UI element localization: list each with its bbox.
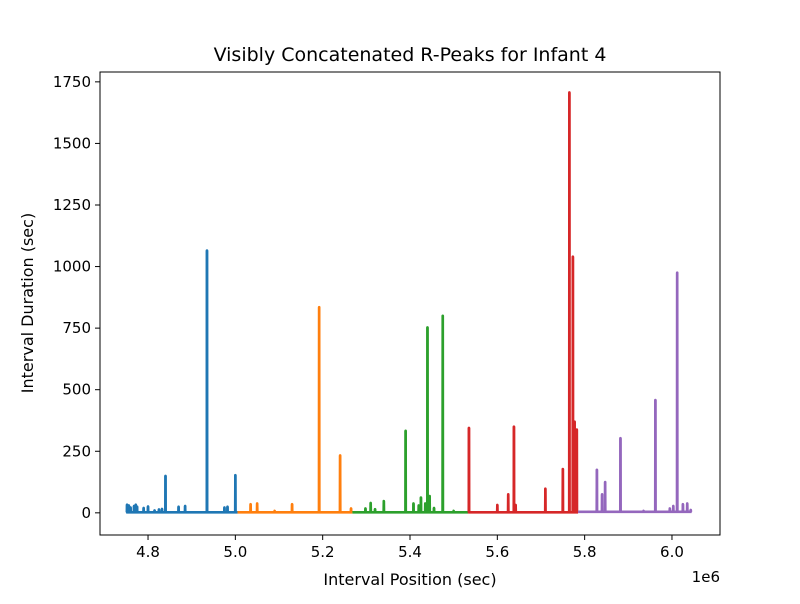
y-tick-label: 0 — [81, 504, 91, 522]
x-tick-label: 5.6 — [485, 543, 509, 561]
series-3-line — [352, 314, 469, 514]
series-4 — [467, 91, 579, 514]
x-axis-ticks: 4.8 5.0 5.2 5.4 5.6 5.8 6.0 — [136, 535, 684, 561]
y-tick-label: 750 — [62, 319, 91, 337]
x-tick-label: 5.8 — [573, 543, 597, 561]
x-tick-label: 4.8 — [136, 543, 160, 561]
series-2-line — [237, 305, 353, 514]
series-4-line — [467, 91, 579, 514]
series-1-line — [125, 249, 238, 514]
x-axis-label: Interval Position (sec) — [323, 570, 496, 589]
x-tick-label: 5.2 — [311, 543, 335, 561]
plot-frame — [99, 71, 721, 536]
x-axis-offset-label: 1e6 — [692, 568, 720, 586]
series-5 — [578, 271, 693, 514]
y-axis-label: Interval Duration (sec) — [18, 213, 37, 393]
y-tick-label: 250 — [62, 442, 91, 460]
series-5-line — [578, 271, 693, 514]
series-3 — [352, 314, 469, 514]
x-tick-label: 5.0 — [223, 543, 247, 561]
y-axis-ticks: 0 250 500 750 1000 1250 1500 1750 — [53, 73, 100, 522]
y-tick-label: 500 — [62, 381, 91, 399]
y-tick-label: 1250 — [53, 196, 91, 214]
series-1 — [125, 249, 238, 514]
y-tick-label: 1500 — [53, 134, 91, 152]
x-tick-label: 5.4 — [398, 543, 422, 561]
series-layer — [125, 91, 693, 514]
series-2 — [237, 305, 353, 514]
y-tick-label: 1000 — [53, 258, 91, 276]
x-tick-label: 6.0 — [660, 543, 684, 561]
y-tick-label: 1750 — [53, 73, 91, 91]
chart-title: Visibly Concatenated R-Peaks for Infant … — [214, 44, 607, 66]
